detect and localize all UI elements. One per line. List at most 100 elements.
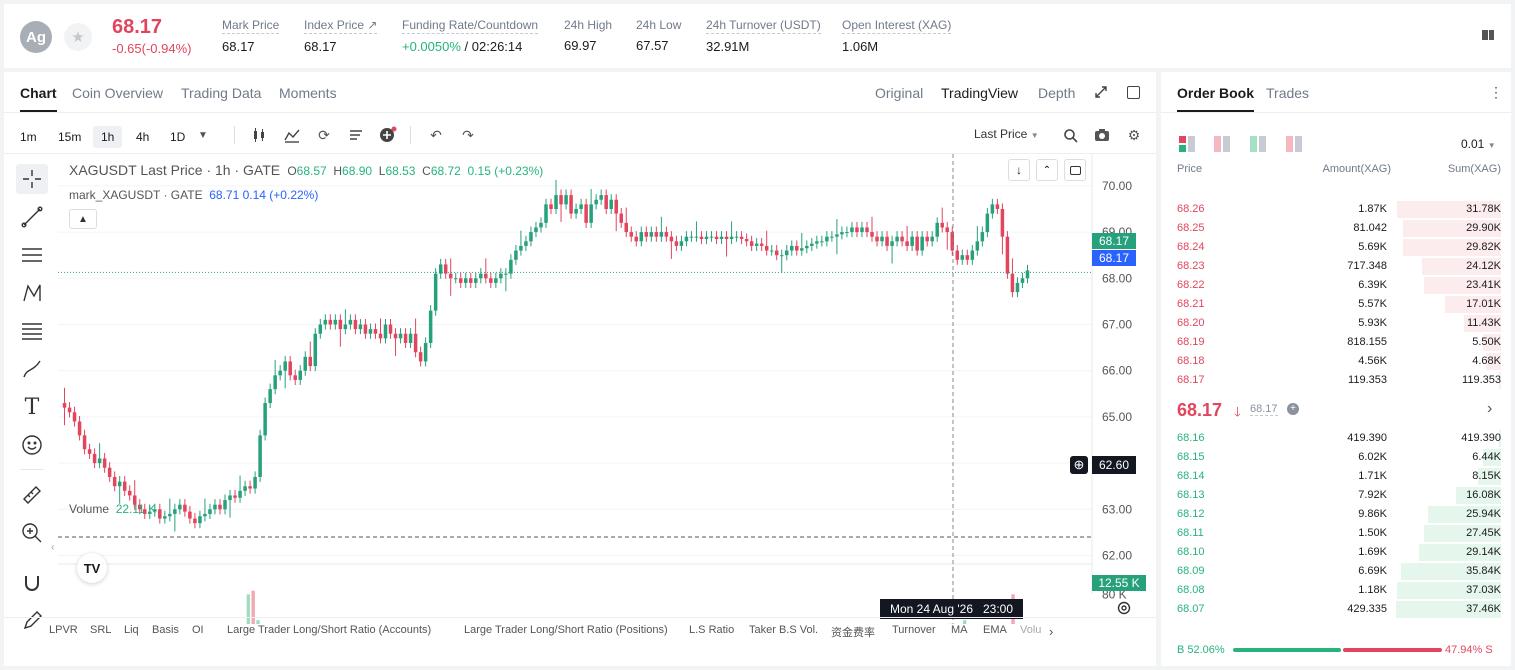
ask-row[interactable]: 68.17 119.353 119.353: [1161, 371, 1511, 390]
magnet-icon[interactable]: [16, 568, 48, 598]
bid-row[interactable]: 68.15 6.02K 6.44K: [1161, 448, 1511, 467]
ask-row[interactable]: 68.22 6.39K 23.41K: [1161, 276, 1511, 295]
indicator-ma[interactable]: MA: [951, 624, 968, 636]
crosshair-icon[interactable]: [16, 164, 48, 194]
undo-icon[interactable]: ↶: [430, 126, 442, 143]
ask-row[interactable]: 68.25 81.042 29.90K: [1161, 219, 1511, 238]
indicator-oi[interactable]: OI: [192, 624, 204, 636]
tab-chart[interactable]: Chart: [20, 85, 57, 112]
view-both-icon[interactable]: [1179, 136, 1195, 157]
more-icon[interactable]: ⋮: [1489, 84, 1503, 100]
redo-icon[interactable]: ↷: [462, 126, 474, 143]
indicator-ema[interactable]: EMA: [983, 624, 1007, 636]
indicator-basis[interactable]: Basis: [152, 624, 179, 636]
template-icon[interactable]: [346, 125, 366, 145]
indicators-icon[interactable]: [282, 125, 302, 145]
bid-row[interactable]: 68.14 1.71K 8.15K: [1161, 467, 1511, 486]
ask-row[interactable]: 68.18 4.56K 4.68K: [1161, 352, 1511, 371]
indicator-ls-ratio[interactable]: L.S Ratio: [689, 624, 735, 636]
tab-coin-overview[interactable]: Coin Overview: [72, 85, 164, 101]
search-icon[interactable]: [1060, 125, 1080, 145]
pattern-icon[interactable]: [16, 278, 48, 308]
view-original[interactable]: Original: [875, 85, 924, 101]
bid-row[interactable]: 68.13 7.92K 16.08K: [1161, 486, 1511, 505]
view-depth[interactable]: Depth: [1038, 85, 1076, 101]
price-chart[interactable]: 70.0069.0068.0067.0066.0065.0064.0063.00…: [58, 154, 1156, 624]
tab-trades[interactable]: Trades: [1266, 85, 1310, 101]
collapse-icon[interactable]: ⌃: [1036, 159, 1058, 181]
stat-funding-rate[interactable]: Funding Rate/Countdown +0.0050% / 02:26:…: [402, 18, 539, 54]
candle-body: [514, 250, 518, 260]
chevron-down-icon[interactable]: ▼: [198, 129, 208, 141]
ask-row[interactable]: 68.20 5.93K 11.43K: [1161, 314, 1511, 333]
indicator-lpvr[interactable]: LPVR: [49, 624, 78, 636]
window-icon[interactable]: [1127, 86, 1140, 99]
indicator-turnover[interactable]: Turnover: [892, 624, 936, 636]
view-asks-icon[interactable]: [1214, 136, 1230, 157]
indicator-liq[interactable]: Liq: [124, 624, 139, 636]
book-icon[interactable]: [1481, 28, 1495, 42]
horizontal-lines-icon[interactable]: [16, 240, 48, 270]
ask-row[interactable]: 68.26 1.87K 31.78K: [1161, 200, 1511, 219]
tab-trading-data[interactable]: Trading Data: [181, 85, 262, 101]
expand-icon[interactable]: [1094, 85, 1108, 99]
fib-icon[interactable]: [16, 316, 48, 346]
bid-row[interactable]: 68.07 429.335 37.46K: [1161, 600, 1511, 619]
add-indicator-icon[interactable]: [378, 125, 398, 145]
ruler-icon[interactable]: [16, 480, 48, 510]
camera-icon[interactable]: [1092, 125, 1112, 145]
bid-row[interactable]: 68.08 1.18K 37.03K: [1161, 581, 1511, 600]
candle-body: [127, 490, 132, 496]
view-bids-icon[interactable]: [1250, 136, 1266, 157]
collapse-toolbar-icon[interactable]: ‹: [51, 542, 55, 553]
bid-row[interactable]: 68.12 9.86K 25.94K: [1161, 505, 1511, 524]
tab-moments[interactable]: Moments: [279, 85, 337, 101]
gear-icon[interactable]: ⚙: [1127, 126, 1141, 143]
ask-row[interactable]: 68.24 5.69K 29.82K: [1161, 238, 1511, 257]
tradingview-logo[interactable]: TV: [77, 553, 107, 583]
ask-row[interactable]: 68.23 717.348 24.12K: [1161, 257, 1511, 276]
replay-icon[interactable]: ⟳: [318, 126, 330, 143]
indicator-volume[interactable]: Volu: [1020, 624, 1042, 636]
tab-order-book[interactable]: Order Book: [1177, 85, 1255, 112]
reset-scale-icon[interactable]: [1117, 601, 1131, 615]
indicator-srl[interactable]: SRL: [90, 624, 112, 636]
bid-row[interactable]: 68.16 419.390 419.390: [1161, 429, 1511, 448]
star-icon[interactable]: ★: [64, 23, 92, 51]
collapse-legend-button[interactable]: ▲: [69, 209, 97, 229]
stat-index-price[interactable]: Index Price ↗ 68.17: [304, 18, 378, 54]
text-tool-icon[interactable]: T: [24, 394, 40, 420]
stat-mark-price[interactable]: Mark Price 68.17: [222, 18, 280, 54]
mark-legend-title: mark_XAGUSDT · GATE: [69, 188, 203, 202]
trendline-icon[interactable]: [16, 202, 48, 232]
bid-row[interactable]: 68.10 1.69K 29.14K: [1161, 543, 1511, 562]
indicator-funding-rate[interactable]: 资金费率: [831, 627, 875, 639]
indicator-taker-bs-vol[interactable]: Taker B.S Vol.: [749, 624, 819, 636]
view-tradingview[interactable]: TradingView: [941, 85, 1019, 101]
chevron-right-icon[interactable]: ›: [1487, 400, 1493, 417]
indicator-large-trader-accounts[interactable]: Large Trader Long/Short Ratio (Accounts): [227, 624, 432, 636]
pencil-lock-icon[interactable]: [16, 606, 48, 636]
candle-body: [749, 241, 754, 246]
view-mixed-icon[interactable]: [1286, 136, 1302, 157]
bid-row[interactable]: 68.09 6.69K 35.84K: [1161, 562, 1511, 581]
price-type-select[interactable]: Last Price ▼: [974, 127, 1039, 141]
candlestick-icon[interactable]: [250, 125, 270, 145]
ask-row[interactable]: 68.19 818.155 5.50K: [1161, 333, 1511, 352]
interval-1d[interactable]: 1D: [170, 130, 186, 144]
fullscreen-icon[interactable]: [1064, 159, 1086, 181]
zoom-in-icon[interactable]: [16, 518, 48, 548]
scroll-down-icon[interactable]: ↓: [1008, 159, 1030, 181]
precision-select[interactable]: 0.01 ▼: [1461, 137, 1496, 151]
interval-1h[interactable]: 1h: [93, 126, 123, 148]
ask-row[interactable]: 68.21 5.57K 17.01K: [1161, 295, 1511, 314]
interval-4h[interactable]: 4h: [136, 130, 150, 144]
interval-15m[interactable]: 15m: [58, 130, 82, 144]
bid-row[interactable]: 68.11 1.50K 27.45K: [1161, 524, 1511, 543]
interval-1m[interactable]: 1m: [20, 130, 37, 144]
chevron-right-icon[interactable]: ›: [1049, 624, 1054, 639]
brush-icon[interactable]: [16, 354, 48, 384]
emoji-icon[interactable]: [16, 430, 48, 460]
indicator-large-trader-positions[interactable]: Large Trader Long/Short Ratio (Positions…: [464, 624, 668, 636]
add-alert-icon[interactable]: ⊕: [1070, 456, 1088, 474]
